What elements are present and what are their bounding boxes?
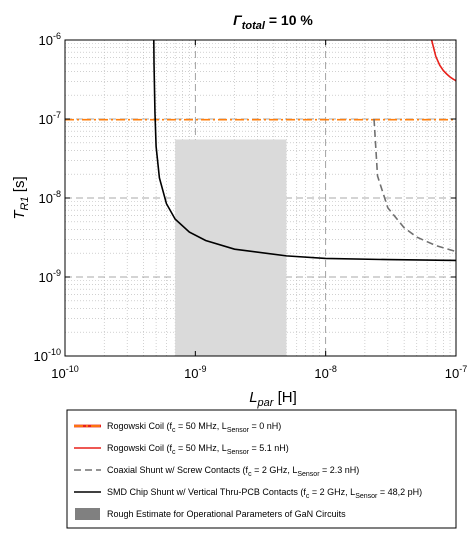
y-tick-label: 10-8 (39, 189, 61, 206)
y-tick-label: 10-7 (39, 110, 61, 127)
series-line-4 (152, 40, 456, 262)
x-tick-label: 10-10 (51, 364, 78, 381)
legend-swatch (75, 508, 100, 520)
series-layer (65, 40, 456, 262)
legend-entry-label: SMD Chip Shunt w/ Vertical Thru-PCB Cont… (107, 487, 422, 500)
legend-box (66, 409, 457, 529)
x-tick-label: 10-7 (445, 364, 467, 381)
y-tick-label: 10-9 (39, 268, 61, 285)
x-tick-label: 10-9 (184, 364, 206, 381)
legend-entry-label: Rough Estimate for Operational Parameter… (107, 509, 346, 519)
y-tick-label: 10-6 (39, 31, 61, 48)
x-axis-label: Lpar [H] (249, 389, 297, 409)
legend: Rogowski Coil (fc = 50 MHz, LSensor = 0 … (66, 409, 457, 529)
chart-title: Γtotal = 10 % (233, 12, 313, 32)
legend-entry-label: Rogowski Coil (fc = 50 MHz, LSensor = 0 … (107, 421, 281, 434)
y-tick-label: 10-10 (34, 347, 61, 364)
legend-entry-label: Rogowski Coil (fc = 50 MHz, LSensor = 5.… (107, 443, 289, 456)
series-line-2 (430, 40, 456, 82)
x-tick-label: 10-8 (314, 364, 336, 381)
series-line-3 (373, 118, 456, 253)
y-axis-label: TR1 [s] (11, 176, 31, 219)
tick-layer: 10-10 10-9 10-8 10-7 10-10 10-9 10-8 10-7 10-6 (34, 31, 468, 381)
legend-entry-label: Coaxial Shunt w/ Screw Contacts (fc = 2 … (107, 465, 359, 478)
